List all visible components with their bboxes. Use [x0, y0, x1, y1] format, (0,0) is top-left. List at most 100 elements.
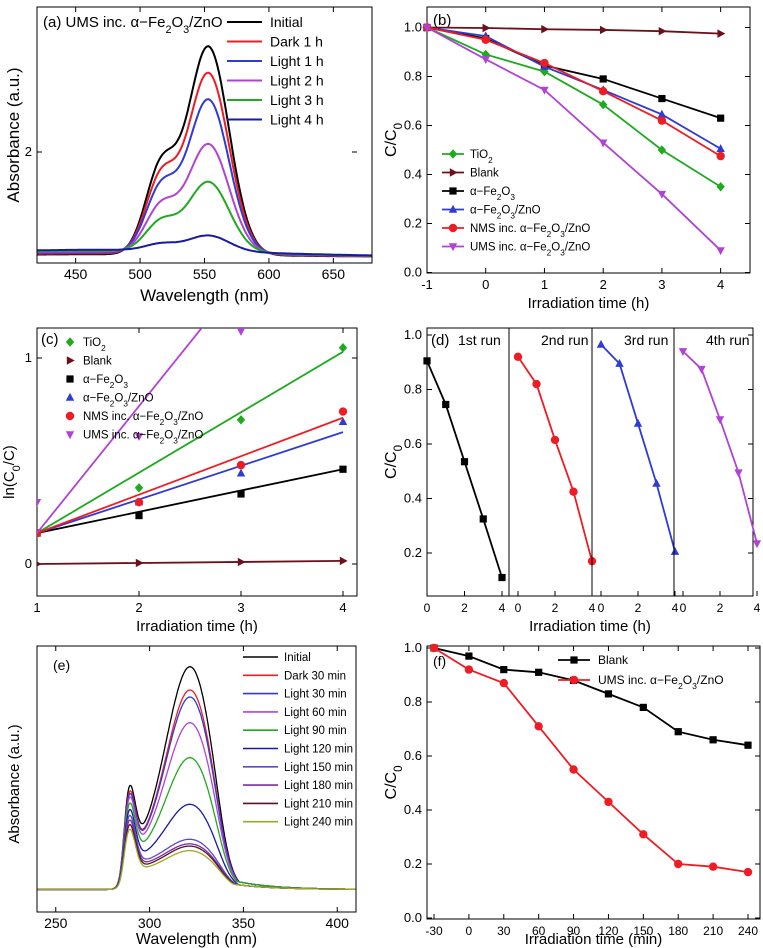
data-point	[135, 511, 143, 520]
data-point	[465, 652, 473, 660]
x-tick-label: 250	[44, 915, 68, 931]
data-point	[604, 797, 613, 807]
y-tick-label: 0.6	[404, 748, 422, 763]
data-point	[237, 490, 245, 498]
x-tick-label: 0	[680, 601, 687, 615]
y-tick-label: 1.0	[404, 640, 422, 655]
data-point	[481, 35, 490, 44]
spectrum-line	[37, 823, 356, 891]
x-axis-title: Irradiation time (h)	[528, 295, 650, 312]
data-point	[540, 58, 549, 68]
legend-label: α−Fe2O3	[470, 186, 515, 202]
series-line	[426, 26, 722, 150]
legend-marker	[449, 187, 457, 195]
data-point	[658, 94, 666, 103]
x-tick-label: 120	[598, 924, 618, 938]
panel-b: -1 0 1 2 3 4 0.0 0.2 0.4 0.6 0.8 1.0 Irradiation tim…	[383, 6, 751, 312]
legend-label: α−Fe2O3	[83, 374, 128, 390]
x-tick-label: 4	[672, 601, 679, 615]
data-point	[658, 26, 667, 36]
legend-marker	[449, 168, 458, 177]
data-point	[338, 417, 348, 426]
data-point	[550, 435, 560, 445]
panel-label: (c)	[41, 331, 59, 348]
y-axis-title: ln(C0/C)	[1, 445, 23, 499]
data-point	[708, 862, 718, 871]
spectrum-line	[37, 828, 356, 891]
data-point	[236, 468, 246, 477]
x-tick-label: 650	[322, 266, 346, 282]
series-line	[426, 26, 721, 35]
data-point	[422, 24, 432, 33]
x-tick-label: 3	[237, 600, 244, 615]
data-point	[535, 668, 543, 676]
legend-label: TiO2	[83, 337, 106, 353]
plot-frame	[36, 645, 357, 913]
panel-label: (f)	[433, 653, 446, 669]
data-point	[339, 108, 347, 116]
data-point	[657, 190, 667, 199]
legend-marker	[570, 656, 578, 664]
panel-label: (d)	[431, 332, 449, 349]
run-line	[517, 356, 593, 562]
data-point	[134, 433, 144, 441]
legend-label: Initial	[270, 14, 303, 30]
x-tick-label: 90	[567, 924, 581, 938]
data-point	[717, 29, 726, 38]
data-point	[743, 867, 753, 877]
x-tick-label: 4	[589, 601, 596, 615]
x-axis-title: Irradiation time (min)	[525, 931, 663, 948]
x-tick-label: 0	[515, 601, 522, 615]
x-tick-label: 1	[541, 277, 548, 292]
x-tick-label: 3	[658, 277, 665, 292]
data-point	[460, 458, 469, 466]
data-point	[37, 499, 42, 507]
legend-label: α−Fe2O3/ZnO	[83, 393, 154, 409]
fit-line	[37, 431, 344, 534]
data-point	[339, 556, 348, 566]
legend-marker	[448, 149, 458, 159]
legend-marker	[448, 223, 458, 233]
data-point	[657, 145, 667, 155]
y-tick-label: 0.8	[404, 69, 422, 84]
legend-label: Light 1 h	[270, 53, 324, 69]
data-point	[670, 546, 680, 555]
y-tick-label: 1.0	[404, 20, 422, 35]
y-axis-title: Absorbance (a.u.)	[4, 67, 23, 202]
plot-frame	[426, 6, 751, 274]
data-point	[541, 25, 550, 34]
run-label: 3rd run	[624, 332, 668, 348]
series-line	[426, 26, 721, 120]
data-point	[744, 741, 752, 749]
data-point	[717, 114, 725, 122]
data-point	[134, 483, 144, 493]
data-point	[338, 407, 348, 416]
legend-label: Light 240 min	[284, 817, 353, 829]
legend-label: Dark 30 min	[284, 670, 346, 682]
x-tick-label: 150	[633, 924, 653, 938]
legend-label: NMS inc. α−Fe2O3/ZnO	[83, 411, 203, 427]
data-point	[481, 56, 490, 65]
x-axis-title: Irradiation time (h)	[136, 618, 258, 635]
x-tick-label: 550	[193, 266, 217, 282]
data-point	[236, 415, 246, 425]
x-tick-label: 2	[717, 601, 724, 615]
data-point	[498, 573, 506, 582]
x-tick-label: 2	[461, 601, 468, 615]
y-axis-title: Absorbance (a.u.)	[6, 724, 23, 843]
x-axis-title: Irradiation time (h)	[529, 618, 651, 635]
data-point	[532, 379, 541, 389]
data-point	[534, 722, 543, 731]
legend-label: Light 90 min	[284, 725, 347, 737]
plot-frame	[426, 327, 754, 597]
legend-label: Light 180 min	[284, 780, 353, 792]
data-point	[752, 540, 762, 549]
data-point	[134, 498, 144, 507]
y-tick-label: 0.8	[404, 382, 422, 397]
data-point	[652, 478, 661, 487]
data-point	[615, 358, 624, 367]
x-tick-label: 4	[717, 277, 724, 292]
data-point	[442, 400, 450, 409]
fit-line	[37, 416, 344, 534]
data-point	[236, 460, 246, 470]
